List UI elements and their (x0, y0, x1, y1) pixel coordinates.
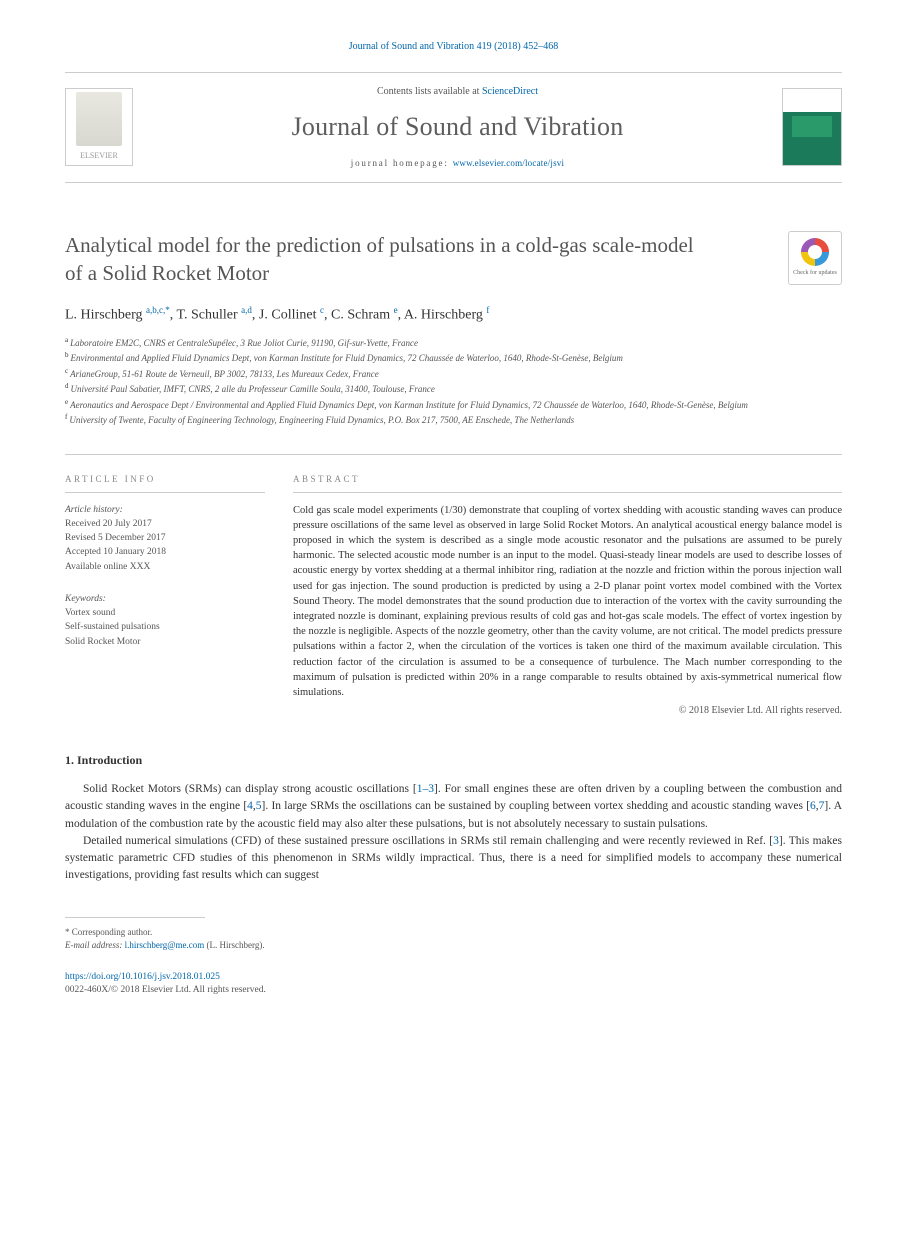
article-info-heading: ARTICLE INFO (65, 473, 265, 493)
corresponding-email-link[interactable]: l.hirschberg@me.com (125, 940, 205, 950)
publisher-name: ELSEVIER (80, 150, 118, 161)
affiliation-line: cArianeGroup, 51-61 Route de Verneuil, B… (65, 366, 842, 382)
abstract-copyright: © 2018 Elsevier Ltd. All rights reserved… (293, 704, 842, 718)
elsevier-tree-icon (76, 92, 122, 146)
corresponding-label: * Corresponding author. (65, 926, 842, 940)
sciencedirect-link[interactable]: ScienceDirect (482, 86, 538, 97)
history-line: Received 20 July 2017 (65, 517, 265, 531)
header-bar: ELSEVIER Contents lists available at Sci… (65, 72, 842, 183)
intro-paragraph-1: Solid Rocket Motors (SRMs) can display s… (65, 781, 842, 833)
section-title: Introduction (77, 753, 142, 767)
journal-name: Journal of Sound and Vibration (133, 109, 782, 145)
contents-prefix: Contents lists available at (377, 86, 482, 97)
affiliations-block: aLaboratoire EM2C, CNRS et CentraleSupél… (65, 335, 842, 428)
crossmark-icon (801, 238, 829, 266)
keyword-line: Solid Rocket Motor (65, 635, 265, 649)
check-updates-badge[interactable]: Check for updates (788, 231, 842, 285)
homepage-line: journal homepage: www.elsevier.com/locat… (133, 157, 782, 170)
corresponding-author-block: * Corresponding author. E-mail address: … (65, 926, 842, 953)
journal-cover-thumbnail[interactable] (782, 88, 842, 166)
abstract-heading: ABSTRACT (293, 473, 842, 493)
affiliation-line: dUniversité Paul Sabatier, IMFT, CNRS, 2… (65, 381, 842, 397)
abstract-column: ABSTRACT Cold gas scale model experiment… (293, 473, 842, 718)
check-updates-label: Check for updates (793, 269, 837, 277)
affiliation-line: eAeronautics and Aerospace Dept / Enviro… (65, 397, 842, 413)
article-title: Analytical model for the prediction of p… (65, 231, 705, 288)
article-history: Article history: Received 20 July 2017Re… (65, 503, 265, 574)
affiliation-line: bEnvironmental and Applied Fluid Dynamic… (65, 350, 842, 366)
email-suffix: (L. Hirschberg). (207, 940, 265, 950)
history-label: Article history: (65, 505, 123, 515)
doi-line: https://doi.org/10.1016/j.jsv.2018.01.02… (65, 971, 842, 984)
issn-copyright-line: 0022-460X/© 2018 Elsevier Ltd. All right… (65, 984, 842, 997)
keyword-line: Self-sustained pulsations (65, 620, 265, 634)
history-line: Available online XXX (65, 560, 265, 574)
authors-line: L. Hirschberg a,b,c,*, T. Schuller a,d, … (65, 304, 842, 325)
email-label: E-mail address: (65, 940, 122, 950)
homepage-prefix: journal homepage: (351, 158, 453, 168)
keywords-block: Keywords: Vortex soundSelf-sustained pul… (65, 592, 265, 649)
header-center: Contents lists available at ScienceDirec… (133, 85, 782, 170)
homepage-link[interactable]: www.elsevier.com/locate/jsvi (453, 158, 565, 168)
title-row: Analytical model for the prediction of p… (65, 231, 842, 288)
section-number: 1. (65, 753, 74, 767)
history-line: Accepted 10 January 2018 (65, 545, 265, 559)
info-abstract-row: ARTICLE INFO Article history: Received 2… (65, 454, 842, 718)
footnote-separator (65, 917, 205, 918)
keyword-line: Vortex sound (65, 606, 265, 620)
journal-reference: Journal of Sound and Vibration 419 (2018… (65, 40, 842, 54)
elsevier-logo[interactable]: ELSEVIER (65, 88, 133, 166)
affiliation-line: aLaboratoire EM2C, CNRS et CentraleSupél… (65, 335, 842, 351)
doi-link[interactable]: https://doi.org/10.1016/j.jsv.2018.01.02… (65, 972, 220, 982)
history-line: Revised 5 December 2017 (65, 531, 265, 545)
keywords-label: Keywords: (65, 594, 106, 604)
article-info-column: ARTICLE INFO Article history: Received 2… (65, 473, 265, 718)
intro-paragraph-2: Detailed numerical simulations (CFD) of … (65, 833, 842, 885)
section-1-heading: 1. Introduction (65, 752, 842, 769)
contents-lists-line: Contents lists available at ScienceDirec… (133, 85, 782, 99)
abstract-text: Cold gas scale model experiments (1/30) … (293, 503, 842, 701)
affiliation-line: fUniversity of Twente, Faculty of Engine… (65, 412, 842, 428)
